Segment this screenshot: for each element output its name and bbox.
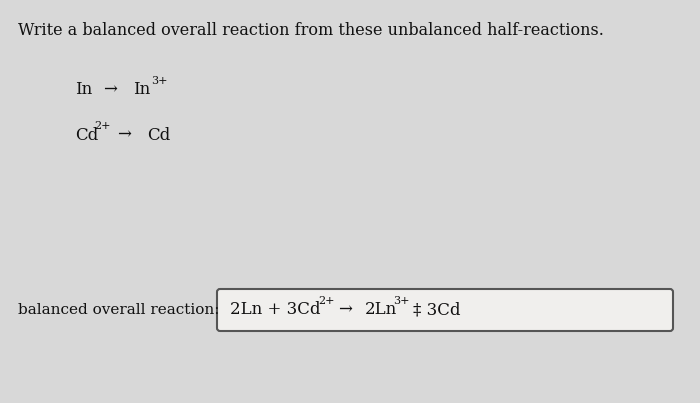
- Text: 3+: 3+: [151, 76, 167, 86]
- Text: balanced overall reaction:: balanced overall reaction:: [18, 303, 220, 317]
- Text: 2+: 2+: [318, 296, 335, 306]
- Text: In: In: [75, 81, 92, 98]
- Text: →: →: [103, 81, 117, 98]
- Text: →: →: [338, 301, 352, 318]
- Text: 2+: 2+: [94, 121, 111, 131]
- Text: Cd: Cd: [147, 127, 170, 143]
- Text: →: →: [117, 127, 131, 143]
- Text: Cd: Cd: [75, 127, 98, 143]
- Text: 2Ln: 2Ln: [365, 301, 398, 318]
- FancyBboxPatch shape: [217, 289, 673, 331]
- Text: Write a balanced overall reaction from these unbalanced half-reactions.: Write a balanced overall reaction from t…: [18, 22, 604, 39]
- Text: 2Ln + 3Cd: 2Ln + 3Cd: [230, 301, 321, 318]
- Text: In: In: [133, 81, 150, 98]
- Text: 3+: 3+: [393, 296, 410, 306]
- Text: ‡ 3Cd: ‡ 3Cd: [413, 301, 461, 318]
